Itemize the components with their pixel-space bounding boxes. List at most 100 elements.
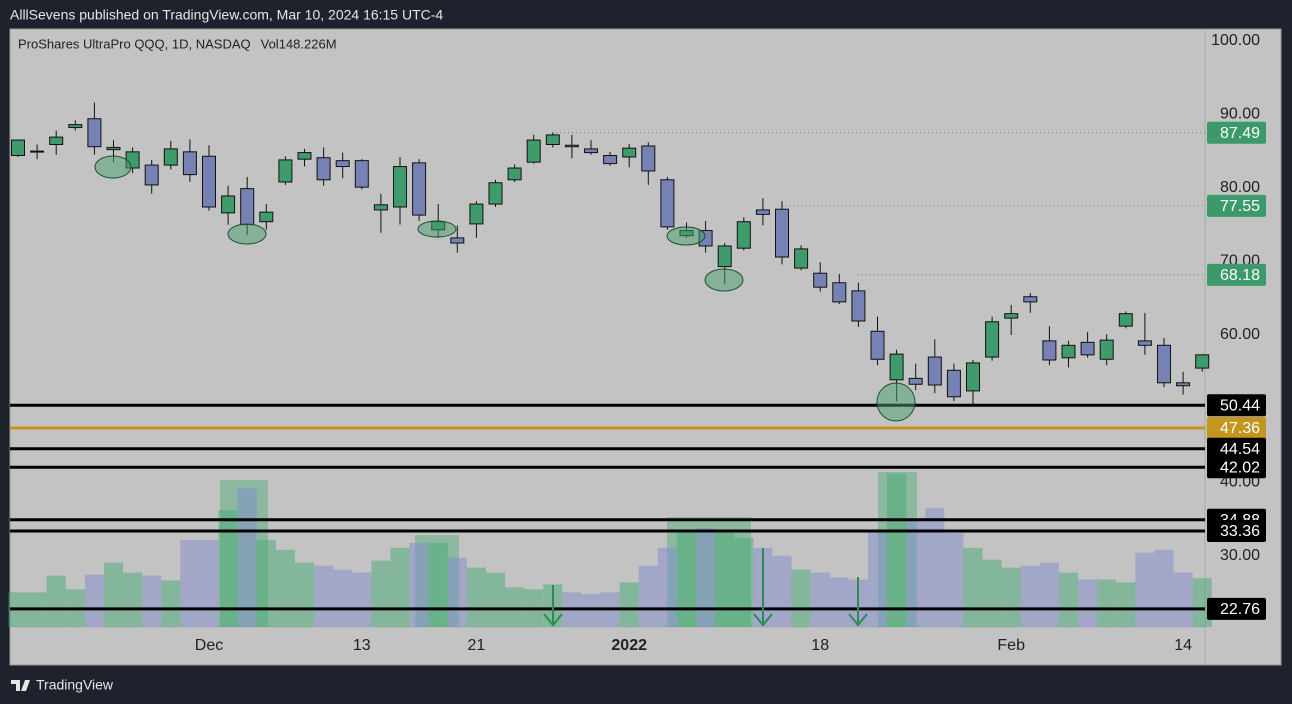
candle-body <box>335 160 350 168</box>
volume-bar <box>447 557 467 627</box>
volume-bar <box>1192 578 1212 627</box>
publisher: AlllSevens published on TradingView.com,… <box>10 7 443 23</box>
volume-bar <box>715 532 735 627</box>
volume-bar <box>409 542 429 627</box>
candle-body <box>316 157 331 181</box>
x-tick-label: 13 <box>353 637 371 654</box>
volume-bar <box>46 575 66 627</box>
volume-bar <box>84 574 104 627</box>
candle-body <box>908 377 923 385</box>
volume-bar <box>944 532 964 627</box>
volume-bar <box>791 569 811 627</box>
marker-ellipse <box>704 268 744 292</box>
volume-bar <box>867 529 888 627</box>
volume-bar <box>1078 579 1098 627</box>
candle-body <box>87 118 102 148</box>
candle-body <box>889 353 904 381</box>
candle-body <box>736 221 751 249</box>
volume-bar <box>103 562 124 627</box>
candle-body <box>622 147 637 158</box>
volume-bar <box>1116 582 1136 627</box>
volume-bar <box>982 559 1002 627</box>
volume-bar <box>161 580 181 627</box>
candle-body <box>488 182 503 205</box>
level-label: 68.18 <box>1220 267 1260 284</box>
candle-body <box>755 209 770 215</box>
candle-body <box>373 204 388 211</box>
candle-body <box>584 148 598 154</box>
candle-body <box>11 139 25 157</box>
volume-bar <box>1173 572 1193 627</box>
volume-bar <box>275 549 295 627</box>
level-label: 22.76 <box>1220 601 1260 618</box>
legend-volume: Vol148.226M <box>261 36 337 51</box>
volume-bar <box>676 532 697 627</box>
arrows <box>543 548 868 627</box>
candle-body <box>1195 354 1210 369</box>
candle-body <box>450 237 465 244</box>
volume-bar <box>772 555 792 627</box>
candle-body <box>526 139 541 163</box>
candle-body <box>1176 382 1191 387</box>
down-arrow <box>543 585 563 627</box>
volume-bar <box>390 547 410 627</box>
candle-body <box>1042 340 1057 361</box>
volume-bar <box>657 547 677 627</box>
volume-bar <box>810 572 830 627</box>
volume-bar <box>505 587 525 627</box>
volume-bar <box>333 569 353 627</box>
volume-bar <box>829 577 849 627</box>
volume-bar <box>638 565 658 627</box>
candle-body <box>1023 296 1038 303</box>
candle-body <box>507 167 522 181</box>
candle-body <box>870 330 885 360</box>
level-label-box <box>1207 121 1266 144</box>
candle-body <box>469 203 484 225</box>
level-label: 44.54 <box>1220 441 1260 458</box>
volume-bar <box>906 518 926 627</box>
y-tick-label: 30.00 <box>1220 547 1260 564</box>
candle-body <box>297 152 312 160</box>
level-label: 87.49 <box>1220 125 1260 142</box>
candle-body <box>1061 344 1076 359</box>
volume-bar <box>1135 552 1155 627</box>
x-tick-label: 21 <box>468 637 486 654</box>
candle-body <box>603 155 618 165</box>
level-label: 77.55 <box>1220 198 1260 215</box>
volume-bar <box>1001 567 1021 627</box>
candle-body <box>163 148 178 166</box>
candle-body <box>832 282 847 303</box>
level-label: 50.44 <box>1220 398 1260 415</box>
level-label-box <box>1207 597 1266 620</box>
candle-body <box>946 369 961 398</box>
volume-bar <box>1039 562 1059 627</box>
volume-bar <box>581 594 601 627</box>
x-tick-label: 2022 <box>611 637 647 654</box>
volume-bar <box>352 572 372 627</box>
level-label: 33.36 <box>1220 523 1260 540</box>
level-label-box <box>1207 519 1266 542</box>
down-arrow <box>753 548 773 627</box>
volume-bar <box>256 539 276 627</box>
candle-body <box>794 248 809 269</box>
volume-bar <box>428 542 448 627</box>
y-tick-label: 80.00 <box>1220 179 1260 196</box>
candle-body <box>1099 339 1114 360</box>
down-arrow <box>848 577 868 627</box>
candle-body <box>144 164 159 186</box>
candle-body <box>564 144 579 148</box>
marker-circle <box>876 382 916 422</box>
candle-body <box>545 134 560 145</box>
candle-body <box>1080 341 1095 356</box>
volume-bar <box>1020 565 1040 627</box>
volume-bar <box>314 565 334 627</box>
candle-body <box>106 146 121 151</box>
volume-bar <box>180 539 200 627</box>
level-label-box <box>1207 194 1266 217</box>
volume-bar <box>123 572 143 627</box>
candle-body <box>985 321 1000 358</box>
level-label-box <box>1207 263 1266 286</box>
candle-body <box>717 245 732 268</box>
candle-body <box>927 356 942 386</box>
candle-body <box>68 124 83 129</box>
